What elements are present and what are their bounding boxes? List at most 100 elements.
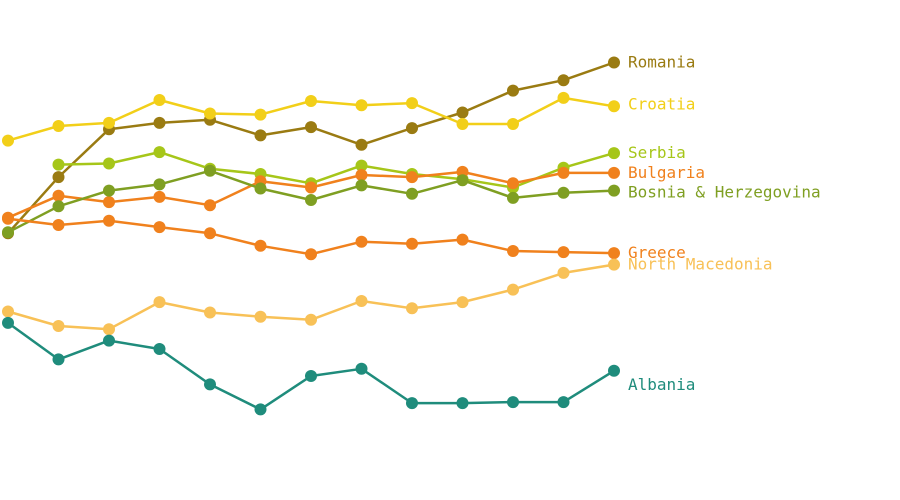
series-line-serbia (58, 150, 615, 189)
data-point-greece (355, 235, 368, 248)
data-point-north-macedonia (52, 320, 65, 332)
data-point-albania (507, 396, 519, 409)
data-point-bulgaria (355, 169, 368, 181)
data-point-albania (406, 397, 418, 410)
series-label-croatia: Croatia (628, 94, 695, 113)
data-point-bosnia-herzegovina (2, 226, 14, 239)
data-point-bulgaria (557, 166, 570, 179)
data-point-albania (456, 397, 469, 410)
data-point-north-macedonia (103, 323, 115, 336)
series-label-serbia: Serbia (628, 143, 686, 162)
data-point-greece (305, 248, 317, 261)
data-point-bulgaria (52, 189, 65, 202)
data-point-north-macedonia (557, 266, 570, 279)
data-point-romania (355, 138, 368, 151)
data-point-serbia (608, 147, 620, 160)
data-point-bosnia-herzegovina (507, 191, 519, 204)
data-point-romania (557, 74, 570, 87)
series-label-albania: Albania (628, 375, 695, 394)
data-point-greece (204, 227, 216, 240)
data-point-albania (204, 378, 216, 391)
data-point-greece (254, 239, 267, 252)
data-point-greece (406, 237, 418, 250)
data-point-bosnia-herzegovina (153, 178, 166, 191)
data-point-albania (305, 370, 317, 382)
data-point-greece (456, 233, 469, 246)
data-point-croatia (608, 100, 620, 113)
data-point-north-macedonia (507, 283, 519, 296)
data-point-romania (153, 116, 166, 129)
data-point-north-macedonia (305, 313, 317, 326)
data-point-romania (406, 122, 418, 135)
data-point-bulgaria (204, 199, 216, 212)
data-point-croatia (355, 99, 368, 112)
data-point-north-macedonia (456, 296, 469, 309)
data-point-croatia (2, 134, 14, 147)
data-point-romania (608, 56, 620, 69)
data-point-bosnia-herzegovina (103, 184, 115, 197)
data-point-croatia (204, 107, 216, 120)
series-label-north-macedonia: North Macedonia (628, 255, 773, 274)
data-point-albania (2, 316, 14, 329)
series-label-romania: Romania (628, 53, 695, 72)
series-line-albania (7, 321, 615, 411)
data-point-serbia (153, 146, 166, 159)
data-point-albania (153, 343, 166, 355)
data-point-albania (103, 334, 115, 347)
data-point-romania (52, 171, 65, 184)
data-point-serbia (103, 157, 115, 170)
data-point-greece (52, 219, 65, 231)
data-point-north-macedonia (608, 258, 620, 271)
data-point-greece (507, 245, 519, 257)
data-point-bosnia-herzegovina (254, 182, 267, 195)
data-point-bosnia-herzegovina (355, 179, 368, 192)
data-point-serbia (355, 159, 368, 172)
series-line-romania (7, 61, 615, 235)
data-point-romania (456, 106, 469, 119)
data-point-greece (153, 221, 166, 234)
data-point-greece (2, 212, 14, 225)
data-point-bulgaria (608, 166, 620, 179)
data-point-north-macedonia (355, 295, 368, 307)
data-point-bosnia-herzegovina (305, 194, 317, 206)
data-point-croatia (52, 120, 65, 132)
series-label-bosnia-herzegovina: Bosnia & Herzegovina (628, 183, 821, 202)
series-label-bulgaria: Bulgaria (628, 163, 705, 182)
data-point-croatia (153, 94, 166, 106)
data-point-bosnia-herzegovina (52, 200, 65, 213)
data-point-bosnia-herzegovina (456, 174, 469, 187)
data-point-bulgaria (507, 177, 519, 190)
data-point-croatia (254, 108, 267, 121)
data-point-romania (305, 121, 317, 134)
data-point-romania (507, 84, 519, 97)
data-point-croatia (406, 97, 418, 110)
data-point-north-macedonia (406, 302, 418, 315)
data-point-albania (355, 362, 368, 375)
data-point-bosnia-herzegovina (204, 164, 216, 177)
data-point-albania (557, 396, 570, 409)
data-point-bosnia-herzegovina (406, 187, 418, 200)
data-point-greece (103, 214, 115, 227)
data-point-croatia (557, 91, 570, 104)
data-point-north-macedonia (2, 305, 14, 318)
data-point-bulgaria (153, 190, 166, 203)
data-point-croatia (103, 116, 115, 129)
data-point-albania (52, 353, 65, 366)
data-point-bulgaria (406, 171, 418, 184)
data-point-albania (254, 403, 267, 416)
data-point-albania (608, 364, 620, 377)
data-point-greece (608, 247, 620, 260)
data-point-bulgaria (456, 165, 469, 178)
data-point-bulgaria (103, 196, 115, 209)
data-point-bosnia-herzegovina (557, 186, 570, 199)
data-point-bulgaria (305, 181, 317, 194)
series-label-greece: Greece (628, 243, 686, 262)
data-point-north-macedonia (254, 310, 267, 323)
data-point-north-macedonia (153, 296, 166, 309)
series-lines (7, 61, 615, 411)
data-point-croatia (507, 118, 519, 130)
series-points (2, 56, 620, 416)
